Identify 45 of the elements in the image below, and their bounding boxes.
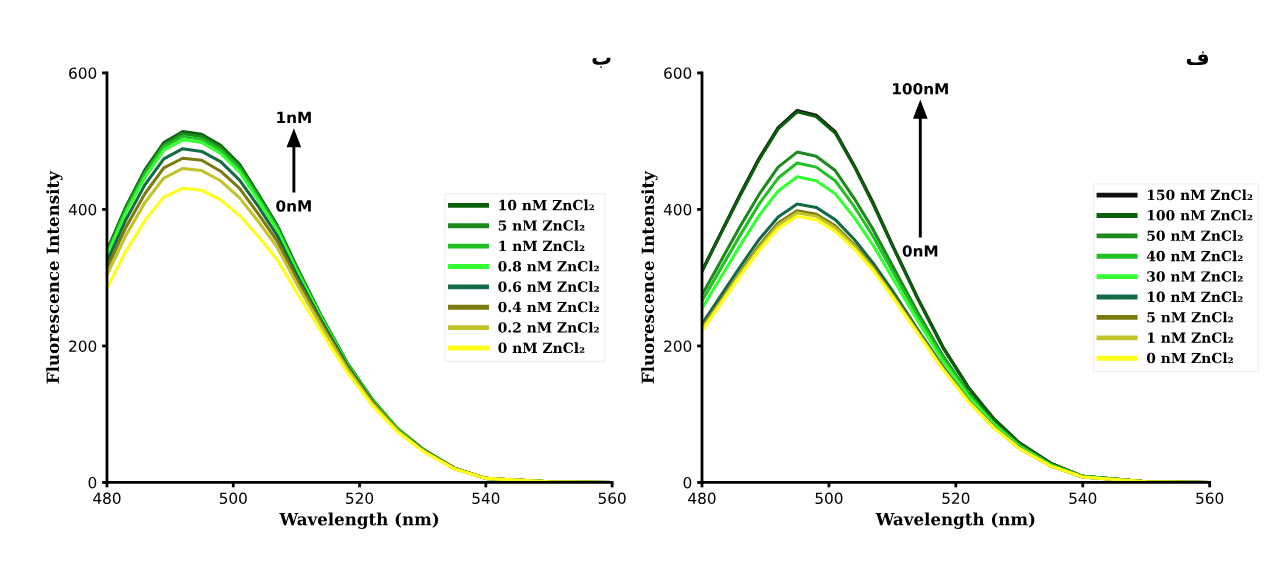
y-tick-label: 400 [68,203,97,216]
x-tick-label: 540 [472,492,500,505]
y-tick-label: 600 [69,67,97,79]
y-tick-label: 400 [663,203,692,216]
x-tick-label: 520 [346,492,374,505]
y-axis-title: Fluorescence Intensity [46,170,63,384]
legend-label: 0.2 nM ZnCl₂ [498,321,599,333]
legend-label: 50 nM ZnCl₂ [1147,230,1243,241]
legend-label: 1 nM ZnCl₂ [1147,332,1233,343]
annotation: 100nM [893,82,948,95]
x-tick-label: 540 [1069,492,1097,505]
legend-label: 40 nM ZnCl₂ [1146,250,1243,262]
legend-label: 1 nM ZnCl₂ [499,240,585,252]
legend-label: 0 nM ZnCl₂ [498,342,585,354]
legend-label: 0.4 nM ZnCl₂ [498,301,599,313]
legend-label: 0.6 nM ZnCl₂ [498,281,599,292]
y-axis-title: Fluorescence Intensity [641,170,658,384]
x-tick-label: 480 [688,492,716,505]
x-tick-label: 500 [815,492,843,505]
legend-label: 5 nM ZnCl₂ [1147,311,1233,323]
legend-label: 10 nM ZnCl₂ [1147,291,1243,303]
chart-title: ف [1186,51,1209,66]
annotation: 0nM [902,245,938,257]
y-tick-label: 0 [683,476,692,489]
legend-label: 10 nM ZnCl₂ [499,199,594,211]
y-tick-label: 200 [69,340,97,352]
legend-label: 0.8 nM ZnCl₂ [498,260,599,272]
legend-label: 0 nM ZnCl₂ [1146,352,1233,364]
x-tick-label: 480 [93,492,121,505]
y-tick-label: 0 [88,476,97,489]
annotation: 1nM [277,111,311,123]
annotation: 0nM [276,200,311,212]
x-tick-label: 560 [1196,492,1224,505]
x-tick-label: 520 [942,492,970,505]
legend-label: 150 nM ZnCl₂ [1147,189,1253,201]
x-axis-title: Wavelength (nm) [875,512,1035,529]
y-tick-label: 600 [664,67,692,79]
chart-title: ب [592,57,611,68]
legend-label: 100 nM ZnCl₂ [1147,209,1253,221]
legend-label: 5 nM ZnCl₂ [498,220,585,231]
x-tick-label: 560 [598,492,626,505]
x-axis-title: Wavelength (nm) [279,512,439,529]
legend-label: 30 nM ZnCl₂ [1147,270,1243,282]
x-tick-label: 500 [219,492,247,505]
y-tick-label: 200 [664,340,692,352]
